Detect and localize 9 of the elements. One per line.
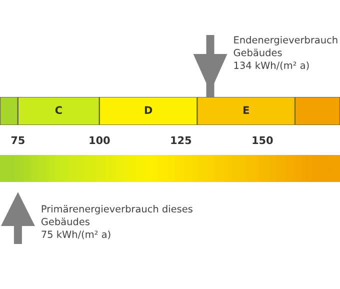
- series-label: C: [55, 106, 62, 114]
- ref-line-label: Primärenergieverbrauch dieses Gebäudes 75 kWh/(m² a): [41, 205, 192, 240]
- series-label: E: [244, 106, 249, 114]
- x-tick-label: 100: [90, 136, 110, 144]
- x-tick-label: 75: [11, 136, 24, 144]
- series-label: D: [144, 106, 152, 114]
- ref-line-label: Endenergieverbrauch Gebäudes 134 kWh/(m² a): [234, 36, 338, 70]
- x-tick-label: 125: [171, 136, 192, 144]
- x-tick-label: 150: [252, 136, 273, 144]
